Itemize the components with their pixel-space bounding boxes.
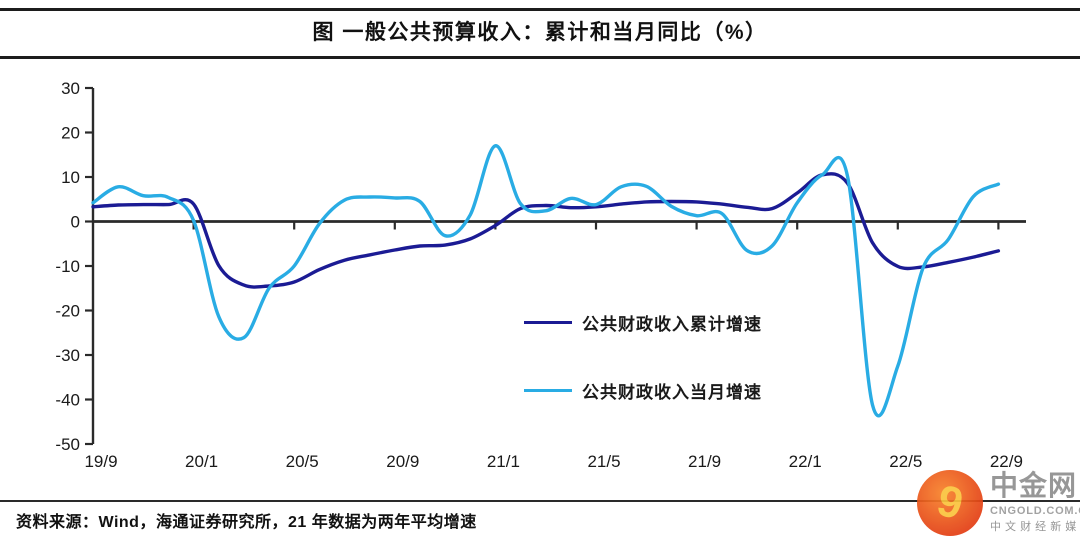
legend-label-monthly: 公共财政收入当月增速 <box>582 383 762 403</box>
title-bottom-divider-line <box>0 56 1080 59</box>
y-tick-label: 20 <box>61 124 80 143</box>
x-tick-label: 20/9 <box>386 452 419 471</box>
x-tick-label: 22/9 <box>990 452 1023 471</box>
logo-name: 中金网 <box>990 470 1078 501</box>
x-tick-label: 19/9 <box>84 452 117 471</box>
y-tick-label: 30 <box>61 79 80 98</box>
x-tick-label: 20/5 <box>286 452 319 471</box>
y-tick-label: -10 <box>55 257 80 276</box>
y-tick-label: 10 <box>61 168 80 187</box>
y-tick-label: -30 <box>55 346 80 365</box>
chart-title: 图 一般公共预算收入：累计和当月同比（%） <box>312 21 768 44</box>
x-tick-label: 21/9 <box>688 452 721 471</box>
logo-tagline: 中 文 财 经 新 媒 体 <box>990 521 1080 533</box>
legend-item-cumulative: 公共财政收入累计增速 <box>524 310 762 335</box>
logo-domain: CNGOLD.COM.CN <box>990 505 1080 517</box>
source-divider-line <box>0 500 1080 502</box>
cngold-watermark-logo: 9 中金网 CNGOLD.COM.CN 中 文 财 经 新 媒 体 <box>914 466 1080 538</box>
cngold-logo-icon: 9 <box>917 470 983 536</box>
top-divider-line <box>0 8 1080 11</box>
y-tick-label: -50 <box>55 435 80 454</box>
legend-item-monthly: 公共财政收入当月增速 <box>524 378 762 403</box>
x-tick-label: 21/5 <box>587 452 620 471</box>
x-tick-label: 20/1 <box>185 452 218 471</box>
y-tick-label: -20 <box>55 302 80 321</box>
legend-label-cumulative: 公共财政收入累计增速 <box>582 315 762 335</box>
source-note: 资料来源：Wind，海通证券研究所，21 年数据为两年平均增速 <box>16 514 477 531</box>
y-tick-label: 0 <box>71 213 80 232</box>
x-tick-label: 21/1 <box>487 452 520 471</box>
cumulative-line-swatch <box>524 320 572 325</box>
cumulative-growth-line <box>91 172 1001 289</box>
x-tick-label: 22/1 <box>789 452 822 471</box>
x-tick-label: 22/5 <box>889 452 922 471</box>
y-tick-label: -40 <box>55 391 80 410</box>
monthly-line-swatch <box>524 388 572 393</box>
monthly-growth-line <box>91 144 1001 418</box>
